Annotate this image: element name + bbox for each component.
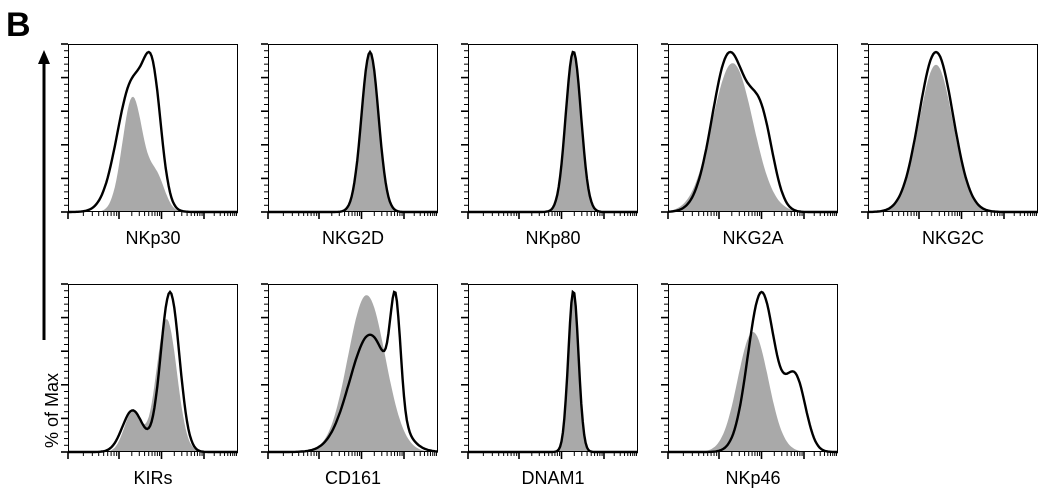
histogram-label: NKp46: [725, 468, 781, 488]
filled-histogram: [68, 319, 238, 452]
histogram-plot: [61, 43, 238, 219]
panel-letter: B: [6, 6, 31, 44]
histogram-label: KIRs: [133, 468, 173, 488]
plot-frame: [68, 284, 238, 452]
y-axis-arrow: [38, 50, 50, 340]
filled-histogram: [468, 52, 638, 212]
histogram-label: CD161: [324, 468, 382, 488]
plot-frame: [868, 44, 1038, 212]
plot-frame: [468, 44, 638, 212]
plot-frame: [68, 44, 238, 212]
histogram-label: NKG2C: [921, 228, 984, 248]
filled-histogram: [468, 292, 638, 452]
plot-frame: [468, 284, 638, 452]
filled-histogram: [868, 64, 1038, 212]
filled-histogram: [268, 295, 438, 452]
histogram-label: DNAM1: [521, 468, 585, 488]
plot-frame: [668, 44, 838, 212]
histogram-label: NKp80: [525, 228, 581, 248]
histogram-plot: [661, 43, 838, 219]
filled-histogram: [68, 96, 238, 212]
histogram-label: NKG2D: [321, 228, 384, 248]
histogram-plot: [461, 43, 638, 219]
filled-histogram: [668, 63, 838, 213]
y-axis-label: % of Max: [42, 372, 62, 448]
histogram-plot: [261, 283, 439, 459]
histogram-label: NKG2A: [722, 228, 784, 248]
filled-histogram: [668, 332, 838, 452]
histogram-plot: [661, 283, 838, 459]
plot-frame: [268, 44, 438, 212]
histogram-plot: [261, 43, 438, 219]
plot-frame: [268, 284, 438, 452]
histogram-plot: [861, 43, 1038, 219]
outline-histogram: [268, 49, 438, 214]
histogram-label: NKp30: [125, 228, 181, 248]
histogram-plot: [61, 283, 238, 459]
outline-histogram: [468, 50, 638, 214]
plot-frame: [668, 284, 838, 452]
outline-histogram: [468, 289, 638, 454]
histogram-plot: [461, 283, 638, 459]
